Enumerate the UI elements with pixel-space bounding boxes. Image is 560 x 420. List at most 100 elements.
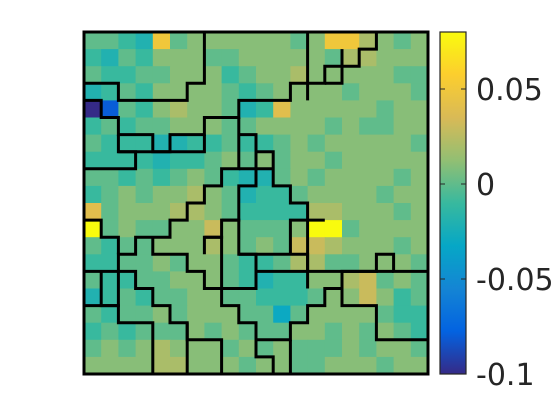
heatmap-cell: [376, 322, 395, 341]
heatmap-cell: [290, 168, 309, 187]
heatmap-cell: [101, 83, 119, 101]
heatmap-cell: [187, 271, 205, 290]
heatmap-cell: [84, 134, 102, 153]
heatmap-cell: [256, 185, 274, 204]
heatmap-cell: [238, 288, 257, 307]
heatmap-cell: [376, 339, 395, 358]
heatmap-cell: [410, 49, 428, 67]
heatmap-cell: [170, 220, 188, 238]
heatmap-cell: [256, 117, 274, 136]
heatmap-cell: [238, 151, 257, 170]
heatmap-cell: [256, 168, 274, 187]
heatmap-cell: [118, 151, 137, 170]
heatmap-cell: [135, 151, 154, 170]
heatmap-cell: [187, 168, 205, 187]
heatmap-cell: [359, 271, 377, 290]
heatmap-cell: [238, 339, 257, 358]
heatmap-cell: [290, 117, 309, 136]
heatmap-cell: [221, 32, 240, 50]
heatmap-cell: [152, 356, 171, 374]
heatmap-cell: [170, 134, 188, 153]
heatmap-cell: [118, 254, 137, 272]
heatmap-cell: [204, 356, 223, 374]
heatmap-cell: [187, 339, 205, 358]
heatmap-cell: [290, 220, 309, 238]
heatmap-cell: [204, 134, 223, 153]
heatmap-cell: [359, 305, 377, 324]
heatmap-cell: [170, 168, 188, 187]
region-boundary: [151, 237, 394, 342]
heatmap-cell: [187, 305, 205, 324]
heatmap-cell: [324, 83, 343, 101]
heatmap-cell: [324, 100, 343, 119]
heatmap-cell: [238, 271, 257, 290]
heatmap-cell: [84, 83, 102, 101]
heatmap-cell: [290, 339, 309, 358]
heatmap-cell: [324, 305, 343, 324]
colorbar-tick-label: -0.1: [476, 358, 535, 393]
heatmap-cell: [118, 237, 137, 255]
heatmap-cell: [273, 168, 291, 187]
plot-frame: [82, 30, 430, 376]
heatmap-cell: [170, 185, 188, 204]
heatmap-cell: [290, 305, 309, 324]
heatmap-cell: [204, 66, 223, 84]
heatmap-cell: [101, 32, 119, 50]
heatmap-cell: [273, 49, 291, 67]
heatmap-cell: [342, 151, 360, 170]
heatmap-cell: [170, 237, 188, 255]
heatmap-cell: [221, 339, 240, 358]
heatmap-cell: [359, 322, 377, 341]
heatmap-cell: [410, 356, 428, 374]
region-boundary: [84, 218, 120, 255]
heatmap-cell: [324, 66, 343, 84]
heatmap-cell: [118, 66, 137, 84]
heatmap-cell: [342, 32, 360, 50]
heatmap-cell: [84, 203, 102, 221]
heatmap-cell: [393, 339, 412, 358]
heatmap-cell: [118, 100, 137, 119]
heatmap-cell: [101, 356, 119, 374]
heatmap-cell: [187, 100, 205, 119]
heatmap-cell: [307, 100, 326, 119]
heatmap-cell: [342, 237, 360, 255]
heatmap-cell: [256, 254, 274, 272]
heatmap-cell: [273, 339, 291, 358]
heatmap-cell: [84, 100, 102, 119]
colorbar-tick-label: 0.05: [476, 73, 543, 108]
heatmap-cell: [84, 220, 102, 238]
heatmap-cell: [101, 100, 119, 119]
heatmap-cell: [204, 220, 223, 238]
heatmap-cell: [273, 83, 291, 101]
heatmap-cell: [118, 339, 137, 358]
heatmap-cell: [221, 49, 240, 67]
heatmap-cell: [273, 134, 291, 153]
heatmap-cell: [170, 151, 188, 170]
heatmap-cell: [359, 288, 377, 307]
heatmap-cell: [393, 185, 412, 204]
heatmap-cell: [170, 271, 188, 290]
heatmap-cell: [135, 168, 154, 187]
heatmap-cell: [410, 83, 428, 101]
heatmap-cell: [84, 339, 102, 358]
heatmap-cell: [135, 305, 154, 324]
heatmap-cell: [187, 288, 205, 307]
heatmap-cell: [256, 134, 274, 153]
heatmap-cell: [101, 117, 119, 136]
heatmap-cell: [359, 83, 377, 101]
heatmap-cell: [118, 83, 137, 101]
heatmap-cell: [170, 203, 188, 221]
heatmap-cell: [393, 134, 412, 153]
heatmap-cell: [256, 220, 274, 238]
heatmap-cell: [359, 339, 377, 358]
heatmap-cell: [238, 117, 257, 136]
heatmap-cell: [410, 117, 428, 136]
heatmap-cell: [118, 220, 137, 238]
heatmap-cell: [342, 185, 360, 204]
heatmap-cell: [307, 322, 326, 341]
heatmap-cell: [135, 339, 154, 358]
heatmap-cell: [187, 322, 205, 341]
heatmap-cell: [84, 185, 102, 204]
heatmap-cell: [84, 237, 102, 255]
